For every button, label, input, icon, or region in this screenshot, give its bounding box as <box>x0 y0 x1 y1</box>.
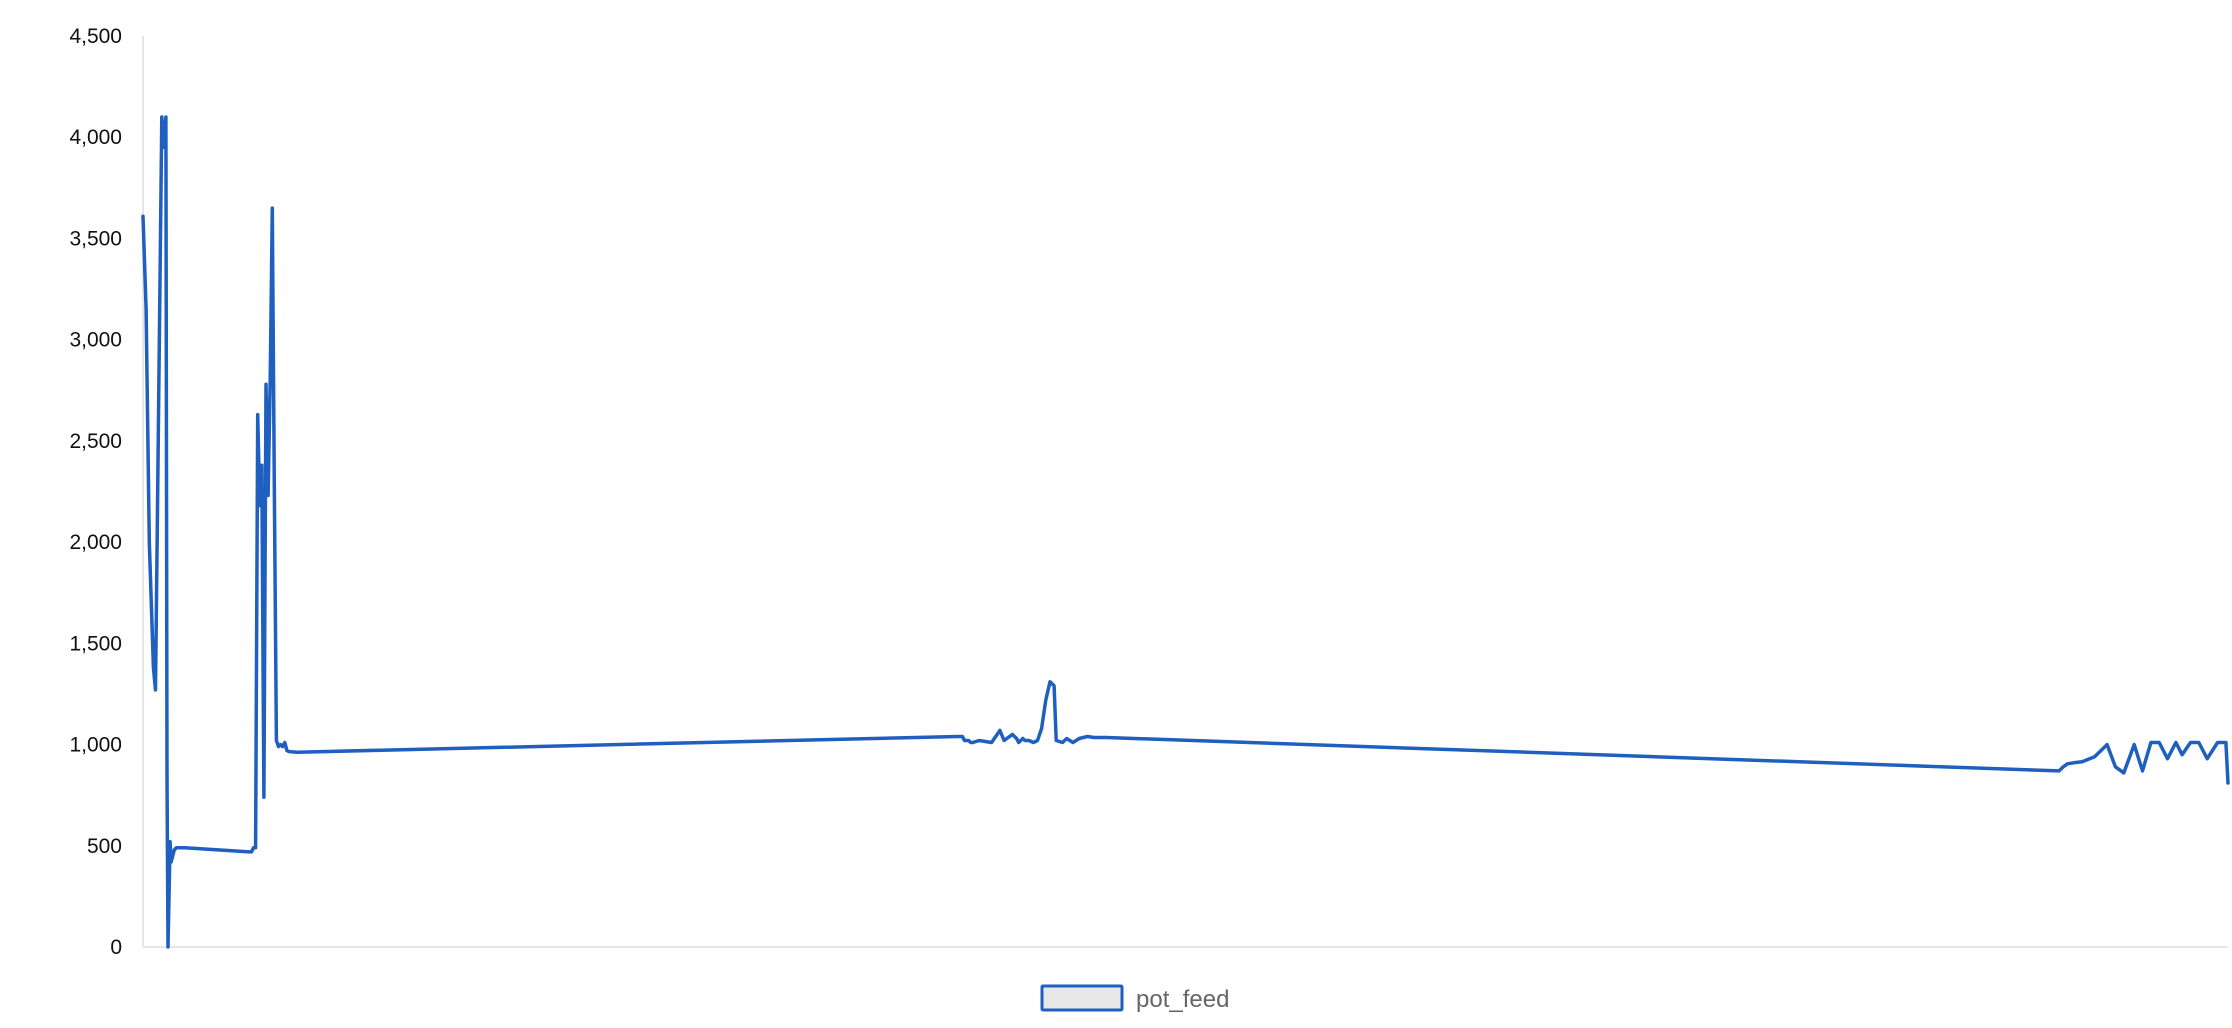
legend-label: pot_feed <box>1136 986 1229 1013</box>
y-tick-label: 2,000 <box>69 531 122 554</box>
axes <box>142 36 2228 948</box>
y-tick-label: 4,000 <box>69 126 122 149</box>
y-tick-label: 2,500 <box>69 430 122 453</box>
series-line-pot_feed <box>141 115 2230 949</box>
series-layer <box>141 115 2230 949</box>
y-tick-label: 4,500 <box>69 25 122 48</box>
y-tick-label: 3,500 <box>69 227 122 250</box>
legend-item[interactable]: pot_feed <box>1040 984 1229 1013</box>
legend-swatch <box>1040 984 1124 1012</box>
y-tick-label: 1,500 <box>69 632 122 655</box>
legend[interactable]: pot_feed <box>1040 984 1229 1013</box>
y-tick-label: 3,000 <box>69 329 122 352</box>
y-tick-label: 0 <box>110 936 122 959</box>
y-axis-tick-labels: 0 500 1,000 1,500 2,000 2,500 3,000 3,500 4,000 4… <box>69 25 122 959</box>
y-tick-label: 500 <box>87 835 122 858</box>
y-tick-label: 1,000 <box>69 734 122 757</box>
